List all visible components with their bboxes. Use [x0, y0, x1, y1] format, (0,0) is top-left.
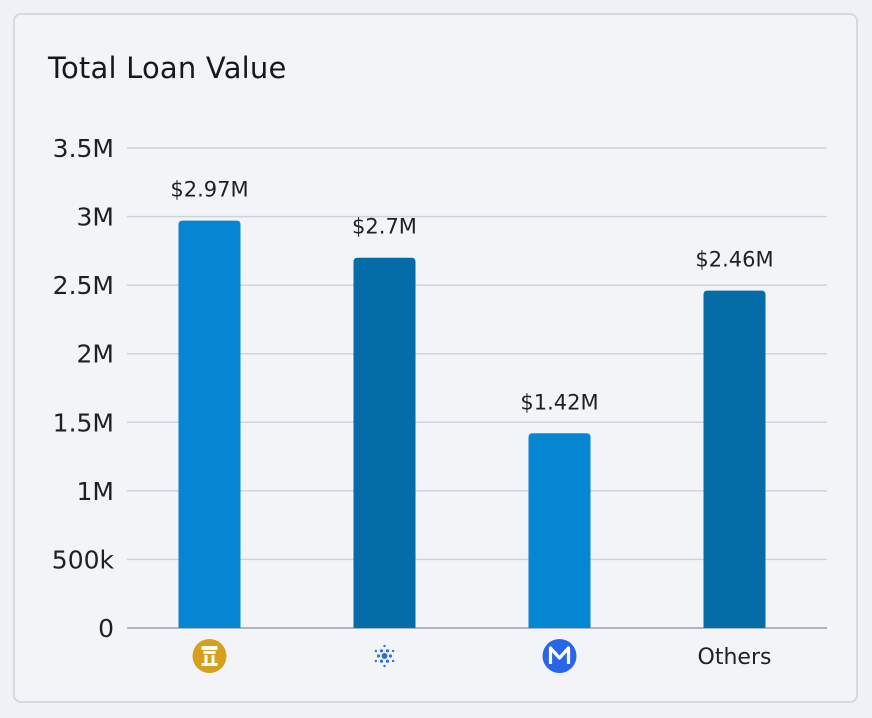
bar[interactable]: [178, 220, 241, 628]
bar-value-label: $2.7M: [352, 215, 417, 239]
y-tick-label: 2.5M: [53, 271, 114, 300]
cardano-icon: [374, 644, 395, 668]
bar-value-label: $1.42M: [520, 390, 598, 414]
y-tick-label: 1M: [77, 477, 114, 506]
loan-value-bar-chart: 0 500k 1M 1.5M 2M 2.5M 3M 3.5M $2.97M $2.7M $1.42M…: [52, 134, 827, 673]
y-tick-label: 3M: [77, 203, 114, 232]
gold-token-icon: [192, 639, 227, 673]
y-tick-label: 3.5M: [53, 134, 114, 163]
y-tick-label: 1.5M: [53, 408, 114, 437]
bar-value-label: $2.46M: [695, 248, 773, 272]
category-label: Others: [698, 645, 772, 670]
total-loan-value-card: Total Loan Value 0 500k 1M 1.5M 2M 2.5M 3M 3.5M…: [13, 13, 858, 703]
y-tick-label: 2M: [77, 340, 114, 369]
y-tick-label: 500k: [52, 545, 115, 574]
y-tick-label: 0: [98, 614, 114, 643]
bar[interactable]: [703, 290, 766, 628]
bar-value-label: $2.97M: [170, 178, 248, 202]
bar[interactable]: [528, 433, 591, 628]
chart-title: Total Loan Value: [48, 51, 287, 85]
bar[interactable]: [353, 257, 416, 628]
m-dollar-token-icon: [542, 639, 577, 673]
